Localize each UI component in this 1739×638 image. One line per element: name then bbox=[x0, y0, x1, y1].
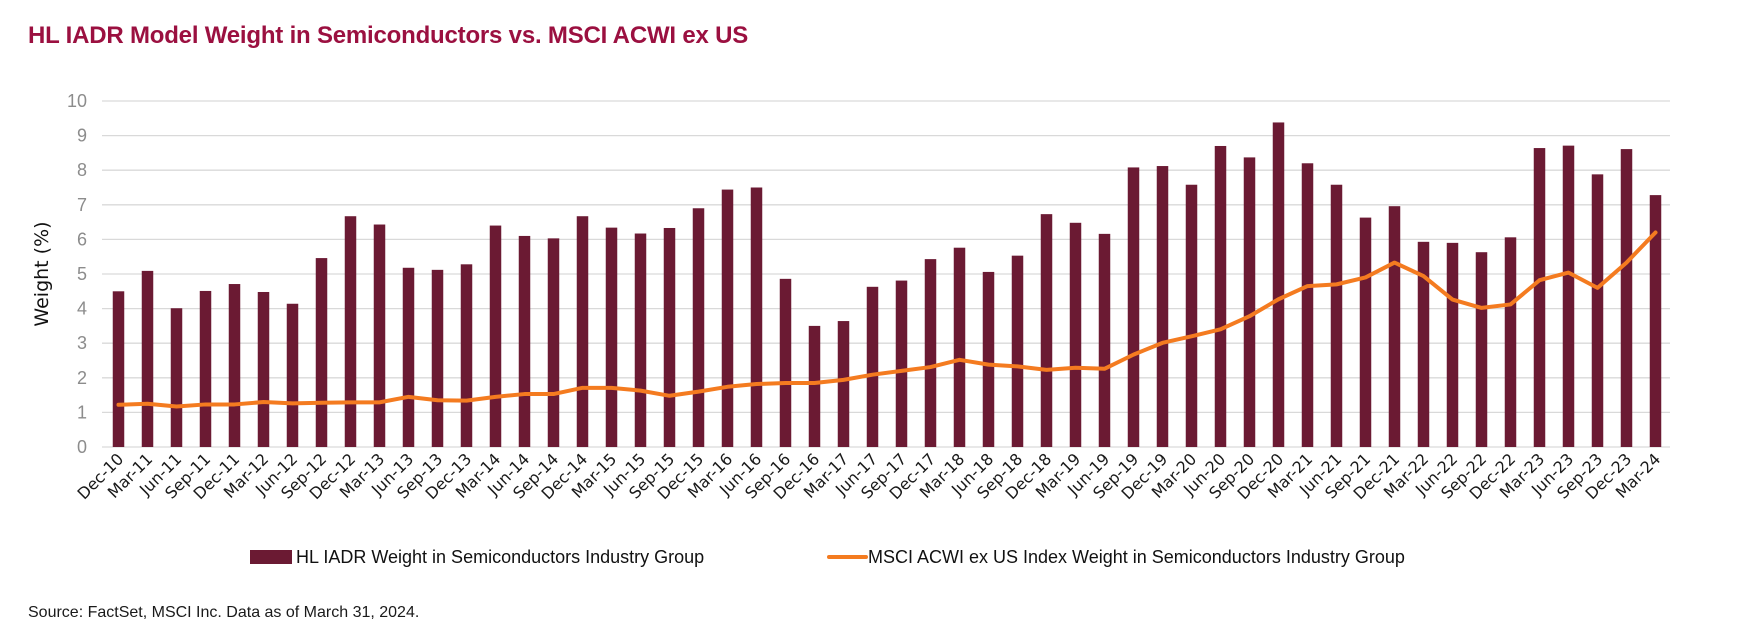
bar bbox=[866, 286, 879, 447]
bar bbox=[112, 291, 125, 447]
gridlines bbox=[102, 100, 1670, 448]
bar bbox=[1591, 174, 1604, 448]
source-note: Source: FactSet, MSCI Inc. Data as of Ma… bbox=[28, 604, 420, 621]
bar bbox=[1272, 122, 1285, 448]
bar bbox=[605, 227, 618, 447]
bar bbox=[692, 208, 705, 447]
y-tick-label: 2 bbox=[77, 368, 87, 388]
y-tick-label: 3 bbox=[77, 333, 87, 353]
legend: HL IADR Weight in Semiconductors Industr… bbox=[250, 547, 1405, 567]
bar bbox=[257, 291, 270, 447]
bar bbox=[924, 259, 937, 447]
bar bbox=[1069, 222, 1082, 447]
bar bbox=[315, 258, 328, 447]
bar bbox=[721, 189, 734, 448]
bar bbox=[170, 308, 183, 447]
bar bbox=[547, 238, 560, 447]
bar bbox=[1301, 163, 1314, 447]
bar bbox=[1446, 242, 1459, 447]
y-tick-label: 0 bbox=[77, 437, 87, 457]
bar bbox=[1475, 252, 1488, 447]
y-axis-label: Weight (%) bbox=[31, 221, 53, 326]
bar bbox=[402, 267, 415, 447]
bar bbox=[1098, 233, 1111, 447]
bar bbox=[228, 284, 241, 447]
y-tick-label: 5 bbox=[77, 264, 87, 284]
bar bbox=[1127, 167, 1140, 447]
bar bbox=[1533, 148, 1546, 447]
chart: 0 1 2 3 4 5 6 7 8 9 10 Weight (%) Dec-10Mar-11Jun-… bbox=[31, 91, 1670, 567]
bar bbox=[1388, 206, 1401, 447]
bar bbox=[634, 233, 647, 447]
bar bbox=[1156, 166, 1169, 447]
legend-label-line: MSCI ACWI ex US Index Weight in Semicond… bbox=[868, 547, 1405, 567]
y-axis-ticks: 0 1 2 3 4 5 6 7 8 9 10 bbox=[67, 91, 87, 457]
bar bbox=[1649, 195, 1662, 447]
bar bbox=[895, 280, 908, 447]
bar-series bbox=[112, 122, 1662, 448]
bar bbox=[518, 235, 531, 447]
bar bbox=[779, 278, 792, 447]
bar bbox=[750, 187, 763, 447]
bar bbox=[576, 216, 589, 447]
y-tick-label: 1 bbox=[77, 402, 87, 422]
bar bbox=[431, 269, 444, 447]
bar bbox=[1330, 184, 1343, 447]
bar bbox=[199, 290, 212, 447]
y-tick-label: 6 bbox=[77, 229, 87, 249]
bar bbox=[808, 325, 821, 447]
line-series bbox=[116, 230, 1658, 409]
bar bbox=[1011, 255, 1024, 447]
bar bbox=[837, 321, 850, 447]
bar bbox=[141, 270, 154, 447]
y-tick-label: 7 bbox=[77, 195, 87, 215]
bar bbox=[1243, 157, 1256, 447]
x-axis-ticks: Dec-10Mar-11Jun-11Sep-11Dec-11Mar-12Jun-… bbox=[74, 449, 1665, 503]
bar bbox=[344, 216, 357, 447]
bar bbox=[1185, 184, 1198, 447]
bar bbox=[1214, 145, 1227, 448]
bar bbox=[489, 225, 502, 447]
bar bbox=[1417, 241, 1430, 447]
bar bbox=[663, 227, 676, 447]
y-tick-label: 4 bbox=[77, 299, 87, 319]
bar bbox=[460, 264, 473, 447]
bar bbox=[373, 224, 386, 447]
y-tick-label: 10 bbox=[67, 91, 87, 111]
chart-title: HL IADR Model Weight in Semiconductors v… bbox=[28, 22, 749, 49]
bar bbox=[1504, 237, 1517, 447]
bar bbox=[1620, 149, 1633, 447]
bar bbox=[953, 247, 966, 447]
series-line bbox=[116, 230, 1658, 409]
bar bbox=[1359, 217, 1372, 447]
bar bbox=[1562, 145, 1575, 447]
bar bbox=[1040, 214, 1053, 447]
bar bbox=[982, 271, 995, 447]
y-tick-label: 8 bbox=[77, 160, 87, 180]
bar bbox=[286, 303, 299, 447]
legend-label-bar: HL IADR Weight in Semiconductors Industr… bbox=[296, 547, 704, 567]
legend-swatch-bar bbox=[250, 550, 292, 564]
y-tick-label: 9 bbox=[77, 126, 87, 146]
